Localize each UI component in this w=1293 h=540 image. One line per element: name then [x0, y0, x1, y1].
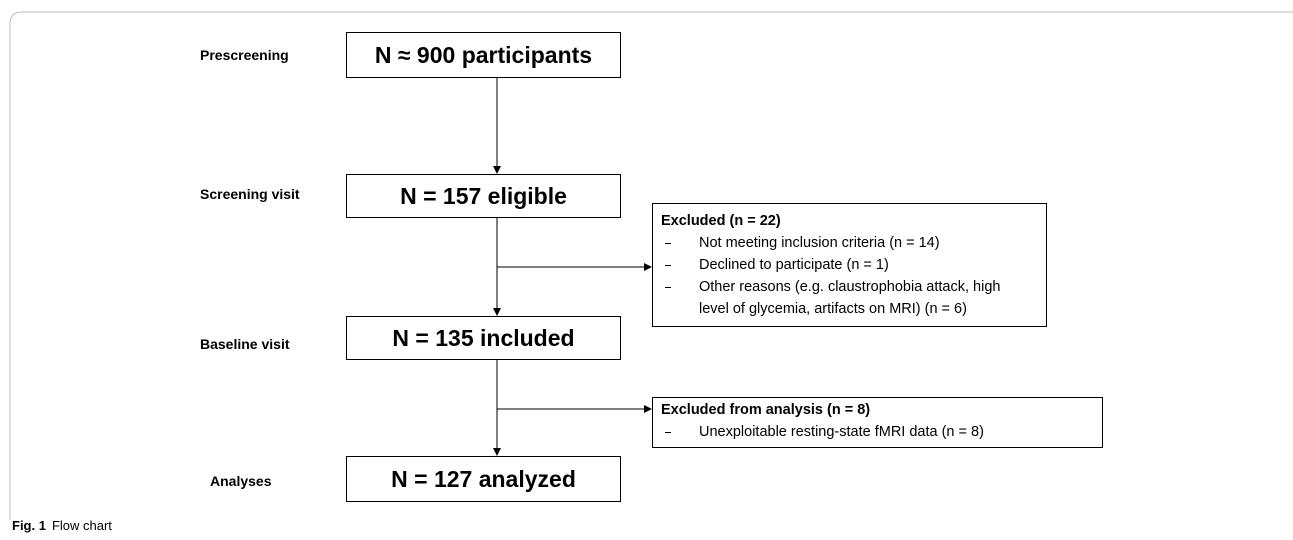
stage-box: N = 157 eligible: [346, 174, 621, 218]
stage-box: N ≈ 900 participants: [346, 32, 621, 78]
exclusion-item-text: Not meeting inclusion criteria (n = 14): [699, 235, 940, 251]
exclusion-item: Unexploitable resting-state fMRI data (n…: [661, 421, 1094, 443]
bullet: [665, 243, 671, 244]
stage-label: Baseline visit: [200, 336, 290, 352]
exclusion-box: Excluded from analysis (n = 8) Unexploita…: [652, 397, 1103, 448]
exclusion-item-text: level of glycemia, artifacts on MRI) (n …: [699, 301, 967, 317]
exclusion-item-text: Declined to participate (n = 1): [699, 257, 889, 273]
caption-label: Fig. 1: [12, 518, 46, 533]
exclusion-item: Other reasons (e.g. claustrophobia attac…: [661, 276, 1038, 320]
exclusion-item: Not meeting inclusion criteria (n = 14): [661, 232, 1038, 254]
exclusion-title: Excluded from analysis (n = 8): [661, 402, 871, 418]
stage-label: Screening visit: [200, 186, 300, 202]
stage-box: N = 135 included: [346, 316, 621, 360]
exclusion-item: Declined to participate (n = 1): [661, 254, 1038, 276]
exclusion-title: Excluded (n = 22): [661, 213, 781, 229]
exclusion-box: Excluded (n = 22) Not meeting inclusion c…: [652, 203, 1047, 327]
bullet: [665, 432, 671, 433]
stage-label: Prescreening: [200, 47, 289, 63]
caption-text: Flow chart: [51, 518, 112, 533]
figure-frame: [9, 11, 1293, 520]
exclusion-item-text: Other reasons (e.g. claustrophobia attac…: [699, 279, 1001, 295]
stage-label: Analyses: [210, 473, 272, 489]
stage-box: N = 127 analyzed: [346, 456, 621, 502]
bullet: [665, 287, 671, 288]
exclusion-item-text: Unexploitable resting-state fMRI data (n…: [699, 424, 984, 440]
caption: Fig. 1 Flow chart: [12, 518, 112, 533]
bullet: [665, 265, 671, 266]
